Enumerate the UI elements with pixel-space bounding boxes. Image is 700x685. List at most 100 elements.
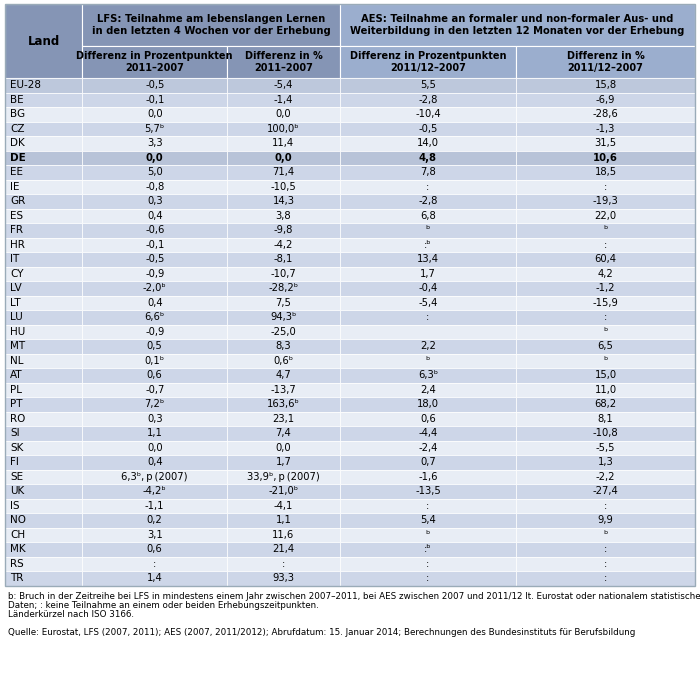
Bar (517, 194, 695, 208)
Bar (340, 194, 517, 208)
Bar (340, 266, 517, 281)
Text: -4,2: -4,2 (274, 240, 293, 250)
Text: -5,5: -5,5 (596, 443, 615, 453)
Text: 5,5: 5,5 (420, 80, 436, 90)
Text: -0,1: -0,1 (145, 95, 164, 105)
Bar (517, 266, 695, 281)
Bar (5, 588, 695, 681)
Text: -4,4: -4,4 (419, 428, 438, 438)
Bar (5, 4, 695, 586)
Bar (5, 469, 83, 484)
Text: PL: PL (10, 385, 22, 395)
Text: MT: MT (10, 341, 25, 351)
Bar (83, 223, 228, 238)
Bar (228, 151, 340, 165)
Bar (517, 440, 695, 455)
Text: :: : (282, 559, 285, 569)
Bar (228, 556, 340, 571)
Bar (517, 382, 695, 397)
Text: 14,3: 14,3 (272, 196, 295, 206)
Bar (228, 571, 340, 586)
Bar (5, 136, 83, 151)
Bar (517, 469, 695, 484)
Text: -2,8: -2,8 (419, 196, 438, 206)
Text: -8,1: -8,1 (274, 254, 293, 264)
Bar (228, 46, 340, 78)
Text: -13,7: -13,7 (270, 385, 296, 395)
Bar (340, 353, 517, 368)
Bar (83, 353, 228, 368)
Bar (517, 92, 695, 107)
Text: 11,6: 11,6 (272, 530, 295, 540)
Bar (5, 440, 83, 455)
Text: UK: UK (10, 486, 25, 496)
Bar (517, 121, 695, 136)
Bar (340, 92, 517, 107)
Text: 0,5: 0,5 (147, 341, 162, 351)
Bar (228, 238, 340, 252)
Text: 13,4: 13,4 (417, 254, 439, 264)
Text: Länderkürzel nach ISO 3166.: Länderkürzel nach ISO 3166. (8, 610, 134, 619)
Text: -5,4: -5,4 (419, 298, 438, 308)
Bar (340, 455, 517, 469)
Bar (517, 339, 695, 353)
Bar (228, 252, 340, 266)
Text: -1,6: -1,6 (418, 472, 438, 482)
Bar (228, 121, 340, 136)
Text: -10,7: -10,7 (270, 269, 296, 279)
Bar (517, 484, 695, 499)
Bar (5, 325, 83, 339)
Text: 4,2: 4,2 (598, 269, 613, 279)
Text: 15,0: 15,0 (594, 371, 617, 380)
Bar (83, 295, 228, 310)
Bar (517, 556, 695, 571)
Text: 60,4: 60,4 (594, 254, 617, 264)
Bar (517, 179, 695, 194)
Bar (340, 208, 517, 223)
Bar (5, 426, 83, 440)
Bar (5, 252, 83, 266)
Text: PT: PT (10, 399, 22, 409)
Text: :: : (426, 559, 430, 569)
Bar (340, 469, 517, 484)
Text: -4,2ᵇ: -4,2ᵇ (143, 486, 167, 496)
Bar (5, 571, 83, 586)
Text: 0,0: 0,0 (147, 443, 162, 453)
Bar (83, 412, 228, 426)
Bar (340, 571, 517, 586)
Text: 3,1: 3,1 (147, 530, 162, 540)
Text: 22,0: 22,0 (594, 211, 617, 221)
Bar (228, 455, 340, 469)
Text: ES: ES (10, 211, 23, 221)
Text: CZ: CZ (10, 124, 25, 134)
Text: :: : (604, 545, 608, 554)
Bar (228, 223, 340, 238)
Bar (340, 238, 517, 252)
Text: 6,3ᵇ, p (2007): 6,3ᵇ, p (2007) (122, 472, 188, 482)
Text: 3,3: 3,3 (147, 138, 162, 148)
Bar (228, 353, 340, 368)
Bar (83, 46, 228, 78)
Bar (83, 513, 228, 527)
Text: 14,0: 14,0 (417, 138, 439, 148)
Text: HR: HR (10, 240, 25, 250)
Text: -15,9: -15,9 (593, 298, 619, 308)
Text: ᵇ: ᵇ (603, 356, 608, 366)
Text: 0,4: 0,4 (147, 458, 162, 467)
Text: Differenz in %
2011–2007: Differenz in % 2011–2007 (244, 51, 322, 73)
Bar (517, 571, 695, 586)
Text: :: : (604, 182, 608, 192)
Text: ᵇ: ᵇ (426, 356, 430, 366)
Text: SK: SK (10, 443, 23, 453)
Text: Daten; : keine Teilnahme an einem oder beiden Erhebungszeitpunkten.: Daten; : keine Teilnahme an einem oder b… (8, 601, 318, 610)
Text: 5,7ᵇ: 5,7ᵇ (145, 124, 165, 134)
Bar (340, 295, 517, 310)
Text: :: : (426, 573, 430, 583)
Text: 0,0: 0,0 (276, 109, 291, 119)
Bar (228, 310, 340, 325)
Bar (83, 440, 228, 455)
Text: :: : (604, 312, 608, 322)
Text: 68,2: 68,2 (594, 399, 617, 409)
Text: 0,1ᵇ: 0,1ᵇ (145, 356, 164, 366)
Bar (83, 92, 228, 107)
